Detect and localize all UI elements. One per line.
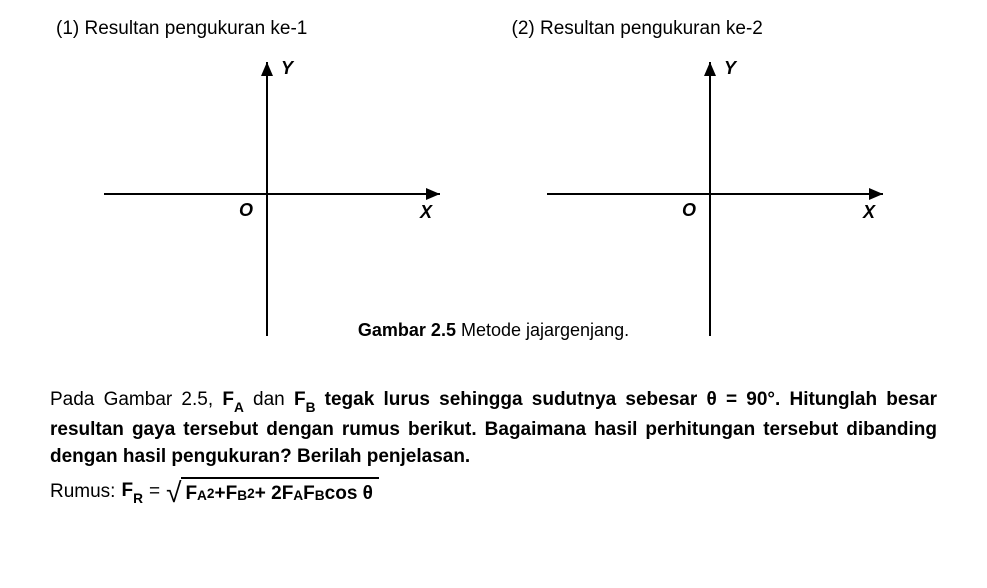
svg-text:Y: Y	[281, 58, 295, 78]
caption-bold: Gambar 2.5	[358, 320, 456, 340]
sqrt-expression: √ FA2 + FB2 + 2 FA FB cos θ	[166, 477, 379, 507]
figure-caption: Gambar 2.5 Metode jajargenjang.	[0, 320, 987, 341]
para-pre: Pada Gambar 2.5,	[50, 389, 222, 410]
symbol-fb: FB	[294, 389, 315, 410]
heading-right: (2) Resultan pengukuran ke-2	[482, 18, 938, 40]
body-paragraph: Pada Gambar 2.5, FA dan FB tegak lurus s…	[50, 386, 937, 471]
chart-right: Y X O	[494, 44, 938, 344]
svg-text:O: O	[239, 200, 253, 220]
symbol-fr: FR	[121, 480, 142, 504]
chart-left: Y X O	[50, 44, 494, 344]
para-mid1: dan	[244, 389, 294, 410]
axes-plot-left: Y X O	[92, 44, 452, 344]
formula-row: Rumus: FR = √ FA2 + FB2 + 2 FA FB cos θ	[50, 477, 937, 507]
symbol-fa: FA	[222, 389, 243, 410]
svg-text:Y: Y	[724, 58, 738, 78]
svg-text:X: X	[862, 202, 876, 222]
svg-text:O: O	[682, 200, 696, 220]
axes-plot-right: Y X O	[535, 44, 895, 344]
chart-headings-row: (1) Resultan pengukuran ke-1 (2) Resulta…	[50, 18, 937, 40]
formula-label: Rumus:	[50, 481, 115, 503]
caption-rest: Metode jajargenjang.	[456, 320, 629, 340]
radical-icon: √	[166, 478, 181, 508]
formula-eq: =	[149, 481, 160, 503]
svg-text:X: X	[419, 202, 433, 222]
charts-row: Y X O Y X O Gambar 2.5 Metode jajargenjang.	[50, 44, 937, 344]
heading-left: (1) Resultan pengukuran ke-1	[50, 18, 482, 40]
under-root: FA2 + FB2 + 2 FA FB cos θ	[181, 477, 379, 507]
